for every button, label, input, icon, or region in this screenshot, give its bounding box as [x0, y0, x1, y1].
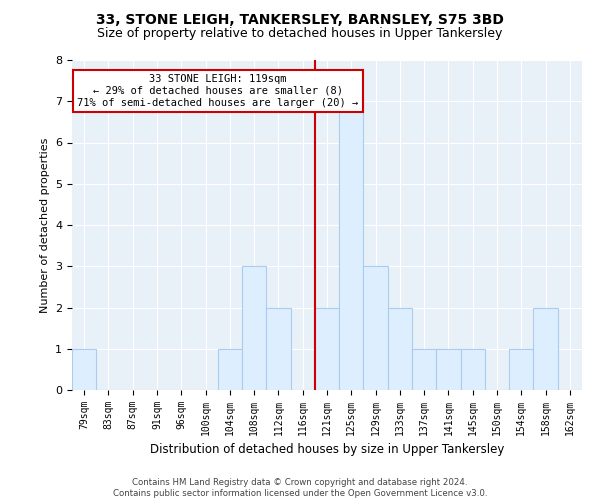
Text: 33, STONE LEIGH, TANKERSLEY, BARNSLEY, S75 3BD: 33, STONE LEIGH, TANKERSLEY, BARNSLEY, S… [96, 12, 504, 26]
Bar [218, 349, 242, 390]
X-axis label: Distribution of detached houses by size in Upper Tankersley: Distribution of detached houses by size … [150, 444, 504, 456]
Text: Size of property relative to detached houses in Upper Tankersley: Size of property relative to detached ho… [97, 28, 503, 40]
Bar [364, 266, 388, 390]
Bar [412, 349, 436, 390]
Bar [509, 349, 533, 390]
Bar [533, 308, 558, 390]
Bar [436, 349, 461, 390]
Bar [339, 101, 364, 390]
Y-axis label: Number of detached properties: Number of detached properties [40, 138, 50, 312]
Bar [388, 308, 412, 390]
Text: 33 STONE LEIGH: 119sqm
← 29% of detached houses are smaller (8)
71% of semi-deta: 33 STONE LEIGH: 119sqm ← 29% of detached… [77, 74, 358, 108]
Bar [315, 308, 339, 390]
Bar [72, 349, 96, 390]
Bar [461, 349, 485, 390]
Text: Contains HM Land Registry data © Crown copyright and database right 2024.
Contai: Contains HM Land Registry data © Crown c… [113, 478, 487, 498]
Bar [242, 266, 266, 390]
Bar [266, 308, 290, 390]
